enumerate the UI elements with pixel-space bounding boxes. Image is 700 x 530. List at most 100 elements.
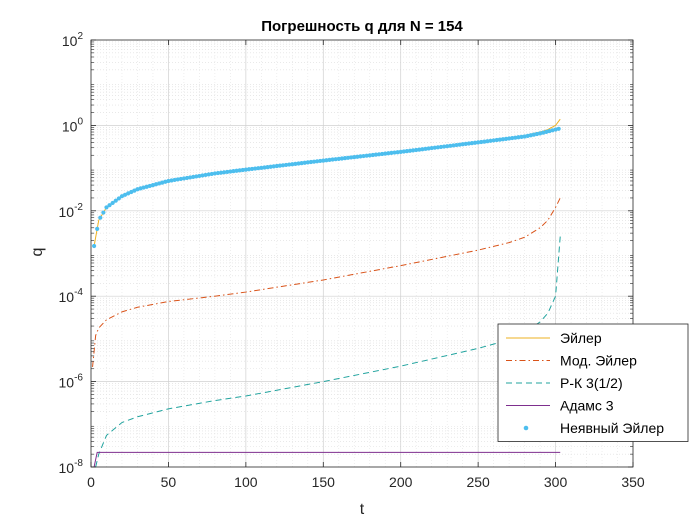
y-tick-label: 102 (62, 31, 84, 49)
y-tick-label: 10-4 (59, 287, 84, 305)
data-point (256, 166, 261, 171)
legend-label: Неявный Эйлер (560, 420, 664, 436)
data-point (305, 160, 310, 165)
data-point (445, 144, 450, 149)
data-point (392, 150, 397, 155)
legend-label: Мод. Эйлер (560, 353, 637, 369)
data-point (383, 151, 388, 156)
data-point (175, 177, 180, 182)
data-point (237, 168, 242, 173)
data-point (274, 163, 279, 169)
data-point (271, 164, 276, 169)
data-point (352, 154, 357, 160)
data-point (448, 143, 453, 148)
data-point (277, 163, 283, 168)
data-point (324, 158, 329, 163)
data-point (386, 151, 391, 156)
data-point (234, 168, 239, 173)
data-point (376, 152, 382, 157)
data-point (466, 141, 471, 146)
y-tick-label: 10-2 (59, 202, 84, 220)
data-point (429, 145, 434, 151)
data-point (457, 142, 462, 147)
data-point (95, 226, 100, 231)
axes-box (90, 39, 634, 468)
data-point (469, 141, 475, 146)
data-point (172, 177, 177, 183)
data-point (395, 150, 400, 155)
data-point (497, 137, 502, 142)
data-point (373, 152, 379, 157)
data-point (451, 143, 456, 148)
data-point (98, 215, 103, 220)
data-point (169, 178, 174, 183)
x-tick-label: 50 (161, 474, 177, 490)
data-point (420, 147, 425, 152)
data-point (181, 176, 187, 181)
data-point (308, 159, 313, 165)
data-point (321, 158, 326, 163)
data-point (166, 178, 171, 184)
legend-item: Адамс 3 (506, 398, 614, 414)
data-point (330, 157, 335, 162)
data-point (243, 167, 248, 172)
y-tick-label: 10-8 (59, 458, 84, 476)
data-point (367, 153, 372, 158)
data-point (510, 135, 515, 141)
data-point (472, 140, 478, 145)
data-point (249, 166, 255, 172)
data-point (380, 151, 385, 157)
data-point (411, 148, 416, 153)
legend-item: Эйлер (506, 330, 602, 346)
data-point (191, 174, 196, 180)
data-point (556, 126, 561, 131)
data-point (113, 198, 118, 203)
data-point (339, 156, 344, 161)
x-tick-label: 300 (544, 474, 568, 490)
data-point (516, 135, 521, 140)
data-point (188, 175, 193, 180)
legend-item: Мод. Эйлер (506, 353, 637, 369)
data-point (327, 157, 332, 162)
series-line-1 (92, 197, 561, 368)
data-point (389, 150, 394, 156)
data-point (262, 165, 267, 170)
data-point (194, 174, 199, 179)
data-point (460, 142, 465, 147)
data-point (318, 158, 323, 164)
data-point (299, 161, 304, 166)
data-point (476, 140, 481, 145)
data-point (246, 167, 252, 172)
series-line-3 (93, 451, 561, 468)
data-point (417, 147, 422, 152)
data-point (101, 210, 106, 215)
data-point (280, 163, 286, 168)
data-point (401, 149, 406, 154)
x-tick-label: 350 (621, 474, 645, 490)
data-point (491, 138, 496, 143)
data-point (200, 173, 205, 178)
data-point (345, 155, 351, 160)
legend-item: Неявный Эйлер (523, 420, 664, 436)
data-point (218, 170, 224, 175)
data-point (91, 243, 97, 249)
data-point (333, 157, 338, 162)
x-tick-label: 200 (389, 474, 413, 490)
data-point (228, 169, 233, 174)
data-point (432, 145, 437, 150)
data-point (231, 169, 236, 174)
data-point (364, 153, 369, 158)
x-tick-label: 100 (234, 474, 258, 490)
x-axis-label: t (360, 501, 365, 518)
legend-label: Р-К 3(1/2) (560, 375, 623, 391)
data-point (240, 167, 245, 173)
legend-label: Адамс 3 (560, 398, 614, 414)
data-point (441, 144, 447, 149)
data-point (398, 149, 403, 154)
data-point (349, 155, 354, 160)
ticks-layer: 0 50 100 150 200 250 300 350 10-8 10-6 10-4 10-2 100… (59, 31, 645, 490)
data-point (197, 173, 202, 179)
chart-title: Погрешность q для N = 154 (261, 18, 463, 35)
data-point (370, 152, 375, 158)
